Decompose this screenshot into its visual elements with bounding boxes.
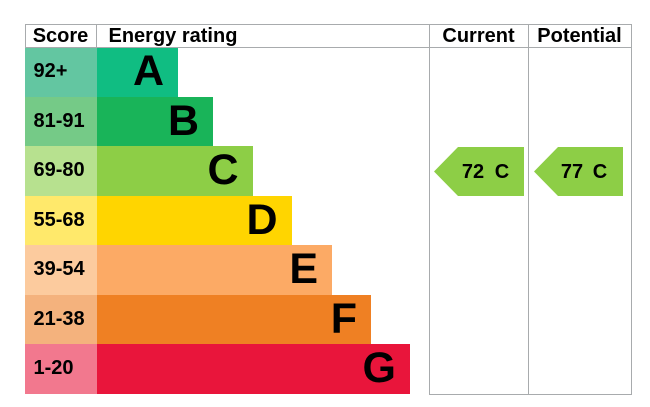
svg-text:C: C bbox=[495, 161, 509, 183]
svg-text:72: 72 bbox=[462, 161, 484, 183]
svg-text:C: C bbox=[593, 161, 607, 183]
svg-text:77: 77 bbox=[561, 161, 583, 183]
